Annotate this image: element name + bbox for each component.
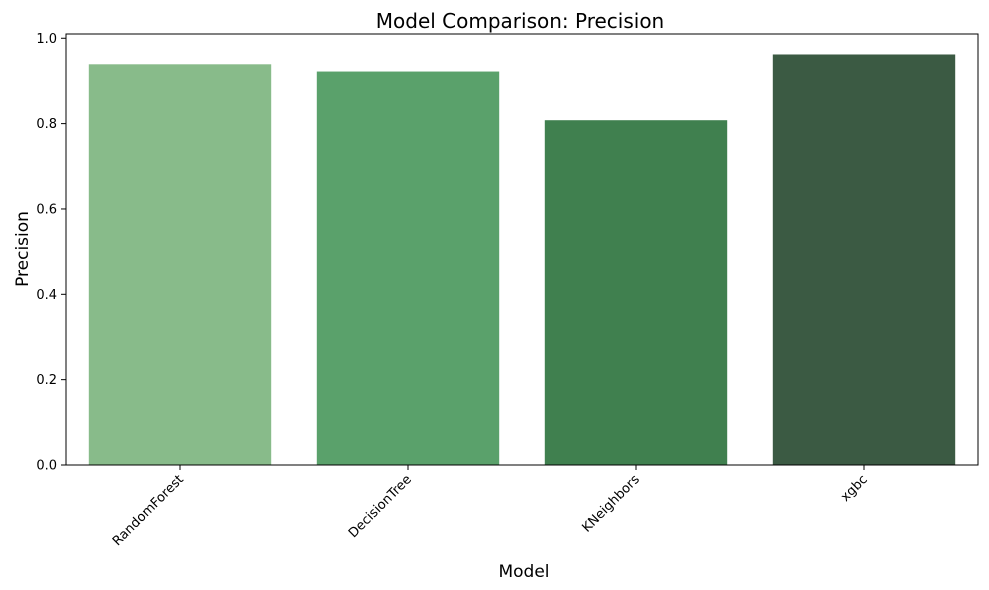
- x-tick-label: KNeighbors: [579, 472, 643, 536]
- y-tick-label: 0.0: [36, 459, 57, 474]
- plot-frame: [65, 33, 979, 466]
- chart-title: Model Comparison: Precision: [376, 9, 665, 33]
- x-tick-label: xgbc: [838, 472, 871, 505]
- x-axis: RandomForest DecisionTree KNeighbors xgbc: [110, 465, 871, 549]
- bars-group: [88, 54, 956, 466]
- y-axis: 0.0 0.2 0.4 0.6 0.8 1.0: [36, 32, 66, 474]
- bar-kneighbors: [544, 120, 728, 465]
- x-axis-title: Model: [498, 562, 549, 582]
- y-tick-label: 0.6: [36, 202, 57, 217]
- bar-decisiontree: [316, 71, 500, 465]
- y-tick-label: 1.0: [36, 32, 57, 47]
- y-tick-label: 0.4: [36, 288, 57, 303]
- x-tick-label: DecisionTree: [346, 472, 415, 541]
- y-tick-label: 0.8: [36, 117, 57, 132]
- bar-randomforest: [88, 64, 272, 465]
- x-tick-label: RandomForest: [110, 472, 187, 549]
- bar-xgbc: [772, 54, 956, 466]
- y-axis-title: Precision: [13, 211, 33, 287]
- y-tick-label: 0.2: [36, 373, 57, 388]
